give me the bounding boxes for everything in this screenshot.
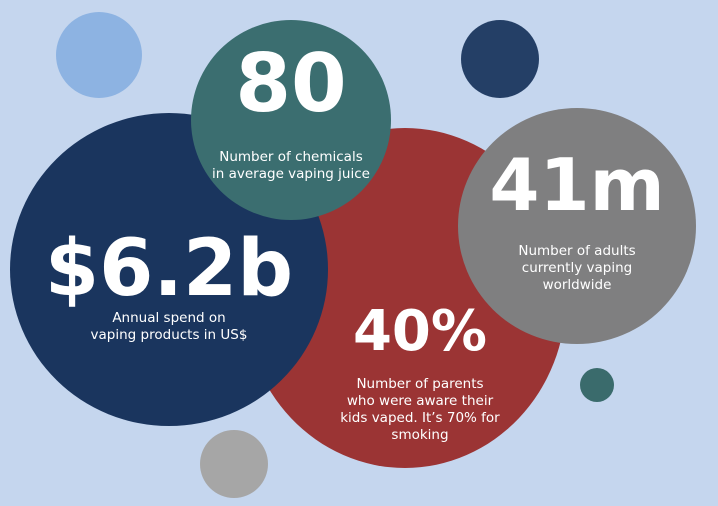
spend-description: Annual spend on vaping products in US$	[40, 310, 298, 344]
small-teal-circle	[580, 368, 614, 402]
parents-value: 40%	[352, 299, 488, 364]
parents-description: Number of parents who were aware their k…	[320, 376, 520, 444]
chemicals-circle	[191, 20, 391, 220]
adults-description: Number of adults currently vaping worldw…	[470, 243, 684, 294]
chemicals-value: 80	[235, 37, 347, 130]
adults-desc-line: currently vaping	[521, 260, 633, 276]
parents-desc-line: kids vaped. It’s 70% for	[340, 410, 500, 426]
parents-desc-line: Number of parents	[356, 376, 484, 392]
chemicals-desc-line: Number of chemicals	[219, 149, 363, 165]
chemicals-desc-line: in average vaping juice	[212, 166, 370, 182]
parents-desc-line: smoking	[391, 427, 449, 443]
adults-desc-line: worldwide	[542, 277, 612, 293]
dark-navy-circle	[461, 20, 539, 98]
adults-desc-line: Number of adults	[518, 243, 636, 259]
light-gray-circle	[200, 430, 268, 498]
spend-desc-line: Annual spend on	[112, 310, 226, 326]
spend-desc-line: vaping products in US$	[90, 327, 248, 343]
chemicals-description: Number of chemicals in average vaping ju…	[191, 149, 391, 183]
light-blue-circle	[56, 12, 142, 98]
spend-value: $6.2b	[44, 224, 294, 314]
adults-value: 41m	[489, 143, 665, 227]
parents-desc-line: who were aware their	[346, 393, 494, 409]
adults-circle	[458, 108, 696, 344]
